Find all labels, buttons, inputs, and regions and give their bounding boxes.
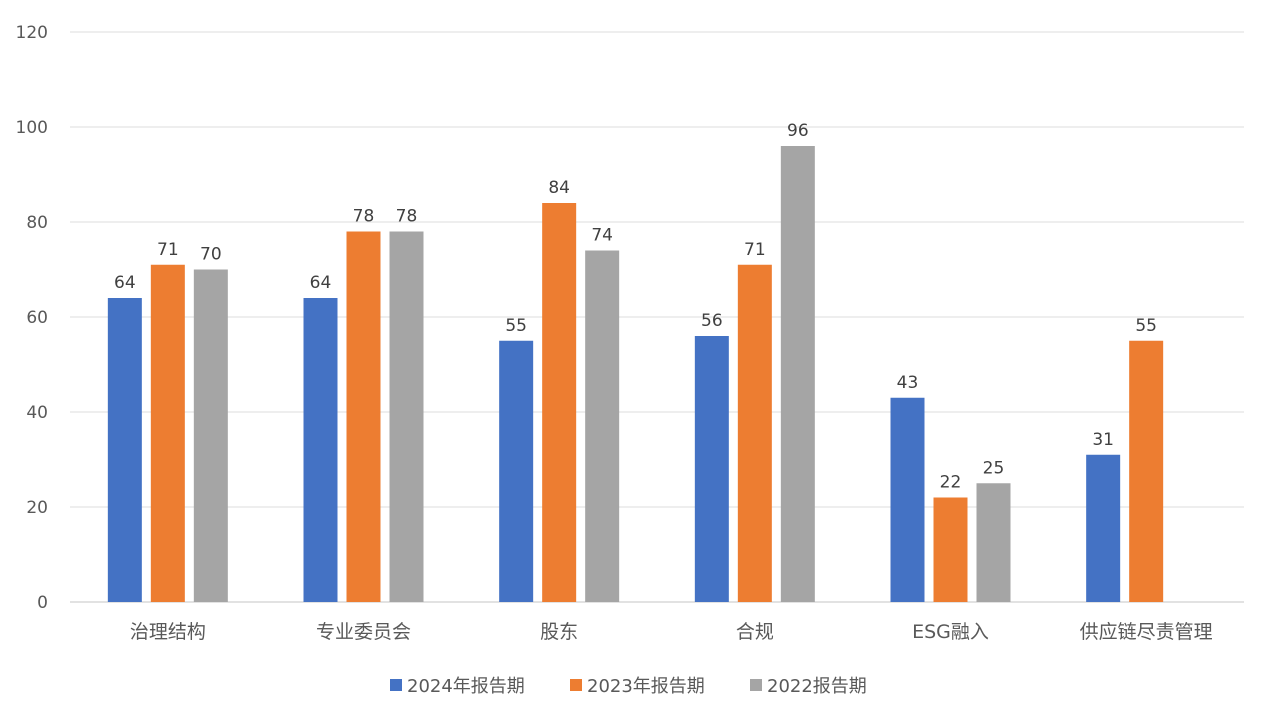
x-axis-ticks: 治理结构 专业委员会 股东 合规 ESG融入 供应链尽责管理 (130, 621, 1213, 643)
legend-swatch (570, 679, 582, 691)
legend-label: 2024年报告期 (407, 676, 525, 697)
bar (933, 497, 968, 602)
y-tick-label: 40 (26, 403, 48, 423)
x-tick-label: 专业委员会 (316, 621, 411, 643)
x-tick-label: ESG融入 (912, 621, 989, 643)
bar (976, 483, 1011, 602)
legend-swatch (390, 679, 402, 691)
data-labels: 64 71 70 64 78 78 55 84 74 56 71 96 43 22 25 31 55 (114, 121, 1157, 493)
bar (150, 264, 185, 602)
bar (1086, 454, 1121, 602)
data-label: 55 (1135, 316, 1157, 336)
data-label: 22 (940, 473, 962, 493)
legend-label: 2022报告期 (767, 676, 867, 697)
data-label: 71 (744, 240, 766, 260)
legend-swatch (750, 679, 762, 691)
data-label: 31 (1092, 430, 1114, 450)
data-label: 64 (310, 273, 332, 293)
bar (780, 146, 815, 602)
bar (193, 269, 228, 602)
y-tick-label: 80 (26, 213, 48, 233)
x-tick-label: 合规 (736, 621, 774, 643)
data-label: 96 (787, 121, 809, 141)
bar (1129, 340, 1164, 602)
bar (389, 231, 424, 602)
bar (542, 203, 577, 602)
bar (585, 250, 620, 602)
y-tick-label: 60 (26, 308, 48, 328)
bar (107, 298, 142, 602)
bars (107, 146, 1164, 602)
y-tick-label: 100 (16, 118, 48, 138)
x-tick-label: 供应链尽责管理 (1080, 621, 1213, 643)
data-label: 71 (157, 240, 179, 260)
data-label: 43 (897, 373, 919, 393)
data-label: 55 (505, 316, 527, 336)
data-label: 84 (548, 178, 570, 198)
gridlines (70, 31, 1244, 603)
data-label: 74 (591, 226, 613, 246)
bar (694, 336, 729, 602)
data-label: 56 (701, 311, 723, 331)
y-tick-label: 20 (26, 498, 48, 518)
bar (499, 340, 534, 602)
x-tick-label: 股东 (540, 621, 578, 643)
y-tick-label: 0 (37, 593, 48, 613)
legend-label: 2023年报告期 (587, 676, 705, 697)
data-label: 70 (200, 245, 222, 265)
legend: 2024年报告期 2023年报告期 2022报告期 (390, 676, 867, 697)
bar (737, 264, 772, 602)
data-label: 64 (114, 273, 136, 293)
data-label: 78 (396, 207, 418, 227)
data-label: 25 (983, 458, 1005, 478)
x-tick-label: 治理结构 (130, 621, 206, 643)
y-axis-ticks: 0 20 40 60 80 100 120 (16, 23, 48, 613)
data-label: 78 (353, 207, 375, 227)
bar (890, 397, 925, 602)
bar (346, 231, 381, 602)
y-tick-label: 120 (16, 23, 48, 43)
bar (303, 298, 338, 602)
